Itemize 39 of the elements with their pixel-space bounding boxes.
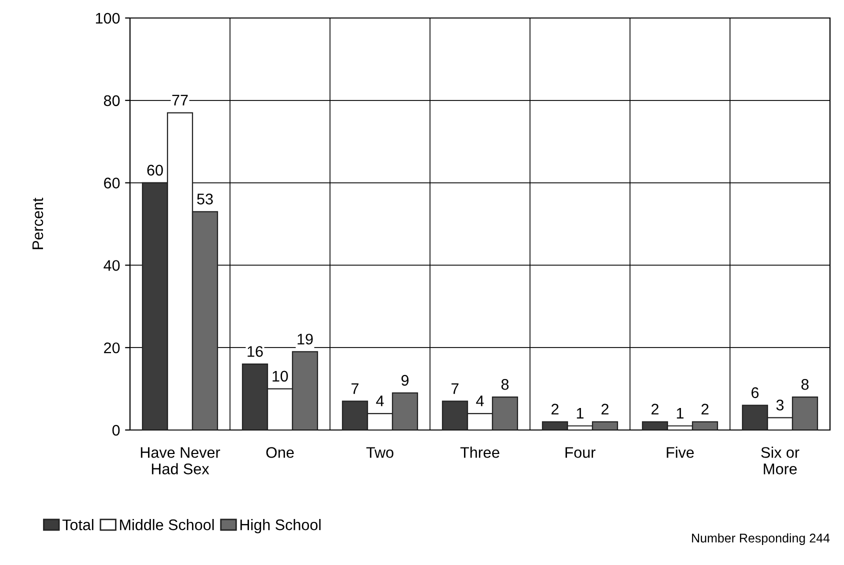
x-tick-label: Six or More (761, 446, 800, 474)
data-label: 8 (501, 379, 509, 390)
data-label: 9 (401, 374, 409, 386)
data-label: 2 (602, 404, 608, 414)
y-tick-label: 0 (112, 424, 120, 436)
data-label: 7 (452, 383, 458, 394)
data-label: 53 (197, 194, 213, 204)
data-label: 8 (801, 379, 809, 390)
data-label: 6 (752, 387, 759, 398)
data-label: 4 (476, 396, 484, 406)
legend-label: Middle School (120, 519, 214, 530)
x-tick-label: One (266, 447, 294, 458)
y-tick-label: 60 (104, 178, 120, 188)
y-tick-label: 80 (104, 95, 120, 106)
legend-label: High School (240, 519, 321, 534)
data-label: 2 (652, 404, 658, 414)
x-tick-label: Two (366, 447, 394, 458)
data-label: 77 (172, 94, 188, 106)
y-tick-label: 20 (104, 342, 120, 354)
x-tick-label: Five (666, 446, 694, 458)
data-label: 19 (298, 334, 313, 345)
data-label: 2 (552, 404, 558, 414)
x-tick-label: Have Never Had Sex (140, 447, 220, 474)
text: Number Responding 244 (692, 533, 830, 545)
data-label: 1 (576, 408, 584, 419)
x-tick-label: Three (460, 446, 500, 458)
data-label: 2 (702, 404, 708, 414)
data-label: 16 (248, 346, 263, 357)
data-label: 60 (147, 164, 163, 176)
data-label: 7 (352, 383, 358, 394)
legend-label: Total (62, 519, 94, 530)
y-tick-label: 40 (104, 260, 120, 271)
data-label: 1 (676, 408, 684, 419)
data-label: 10 (272, 370, 288, 382)
data-label: 3 (776, 400, 784, 410)
y-tick-label: 100 (96, 12, 120, 24)
data-label: 4 (376, 396, 384, 406)
x-tick-label: Four (566, 447, 596, 458)
y-axis-title: Percent (32, 198, 44, 250)
